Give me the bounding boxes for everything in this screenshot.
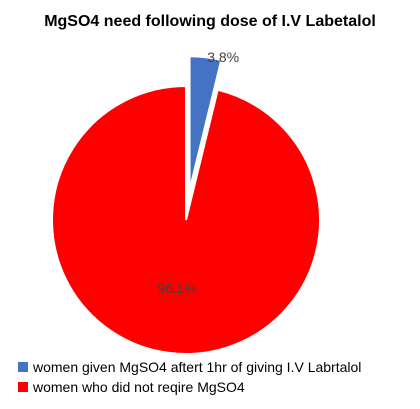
legend-label-women-no-mgso4: women who did not reqire MgSO4 <box>33 379 245 395</box>
legend-swatch-red <box>18 382 28 392</box>
pie-data-labels: 3.8% 96.1% <box>157 49 239 296</box>
pie-slices <box>51 55 321 355</box>
chart-title: MgSO4 need following dose of I.V Labetal… <box>44 13 376 30</box>
legend-item-women-given-mgso4: women given MgSO4 aftert 1hr of giving I… <box>18 357 414 377</box>
data-label-women-no-mgso4: 96.1% <box>157 280 197 296</box>
legend-item-women-no-mgso4: women who did not reqire MgSO4 <box>18 377 414 397</box>
legend-label-women-given-mgso4: women given MgSO4 aftert 1hr of giving I… <box>33 359 362 375</box>
slice-women-no-mgso4 <box>51 84 321 355</box>
chart-legend: women given MgSO4 aftert 1hr of giving I… <box>18 357 414 397</box>
data-label-women-given-mgso4: 3.8% <box>207 49 239 65</box>
legend-swatch-blue <box>18 362 28 372</box>
slice-women-given-mgso4 <box>188 55 223 191</box>
